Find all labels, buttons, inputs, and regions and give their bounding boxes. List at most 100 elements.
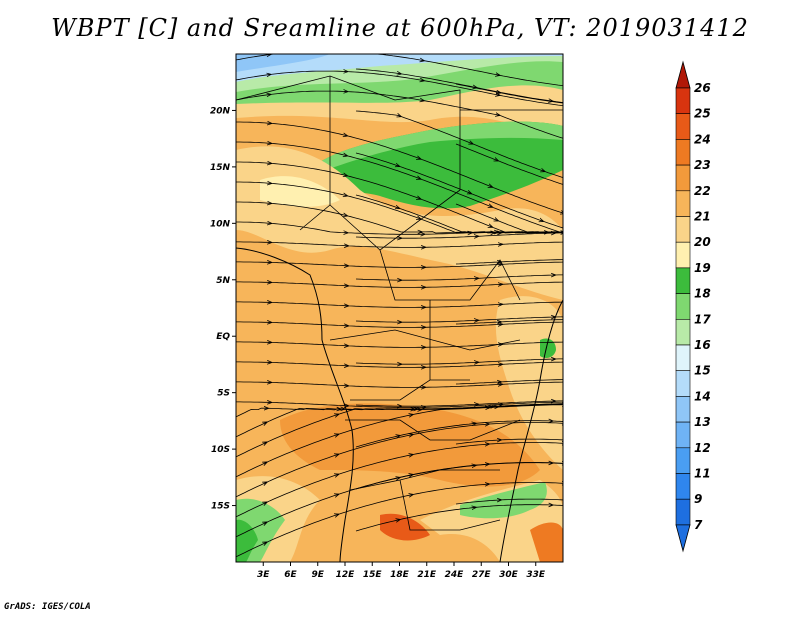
colorbar-swatch xyxy=(675,241,691,269)
streamlines xyxy=(236,54,563,558)
streamline-arrow xyxy=(489,186,492,187)
colorbar: 26 25 24 23 22 21 20 19 18 17 16 15 14 13 12 11 9 7 xyxy=(675,60,711,553)
x-tick-label: 33E xyxy=(526,570,546,580)
y-tick-label: 5S xyxy=(217,389,230,399)
streamline-arrow xyxy=(495,220,498,221)
streamline xyxy=(236,321,563,328)
colorbar-label: 12 xyxy=(694,441,711,455)
streamline-arrow xyxy=(417,178,420,179)
colorbar-swatch xyxy=(675,216,691,243)
streamline-arrow xyxy=(397,477,400,478)
colorbar-swatch xyxy=(675,87,691,115)
streamline xyxy=(355,504,563,532)
streamline-arrow xyxy=(396,165,399,166)
x-tick-label: 24E xyxy=(445,570,465,580)
streamline xyxy=(236,361,563,368)
streamline xyxy=(455,438,563,445)
streamline xyxy=(236,54,563,87)
streamline-arrow xyxy=(496,115,499,116)
streamline xyxy=(455,143,563,185)
streamline xyxy=(355,194,563,234)
x-tick-label: 30E xyxy=(499,570,519,580)
colorbar-swatch xyxy=(675,293,691,320)
streamline-arrow xyxy=(344,175,347,176)
colorbar-swatch xyxy=(675,318,691,346)
lake-victoria-patch xyxy=(540,338,556,358)
streamline xyxy=(355,68,563,103)
y-tick-label: 15S xyxy=(211,502,230,512)
colorbar-label: 21 xyxy=(694,210,711,224)
streamline-arrow xyxy=(335,414,338,415)
streamline-arrow xyxy=(417,198,420,199)
y-tick-label: 20N xyxy=(210,106,231,116)
streamline xyxy=(355,462,563,490)
streamline-arrow xyxy=(496,75,499,76)
streamline xyxy=(236,70,563,107)
wbpt-23-southeast-patch xyxy=(530,522,563,562)
streamline xyxy=(236,281,563,288)
streamline xyxy=(236,181,563,234)
colorbar-label: 18 xyxy=(694,287,711,301)
x-tick-label: 18E xyxy=(390,570,410,580)
colorbar-swatch xyxy=(675,370,691,397)
streamline xyxy=(236,141,563,233)
y-tick-label: 15N xyxy=(210,163,231,173)
colorbar-swatch xyxy=(675,473,691,500)
streamline xyxy=(236,241,563,248)
colorbar-swatch xyxy=(675,498,691,526)
streamline-arrow xyxy=(489,206,492,207)
colorbar-swatch xyxy=(675,113,691,140)
colorbar-swatch xyxy=(675,139,691,166)
streamline xyxy=(455,259,563,265)
colorbar-label: 17 xyxy=(694,312,711,326)
streamline xyxy=(236,404,563,478)
streamline-arrow xyxy=(496,95,499,96)
streamline-arrow xyxy=(335,474,338,475)
colorbar-swatch xyxy=(675,396,691,423)
streamline-arrow xyxy=(468,192,471,193)
wbpt-13-band xyxy=(236,54,330,72)
streamline-arrow xyxy=(561,213,563,214)
colorbar-label: 11 xyxy=(694,467,711,481)
y-tick-label: 10S xyxy=(211,445,230,455)
colorbar-swatch xyxy=(675,344,691,372)
x-tick-label: 6E xyxy=(284,570,297,580)
streamline-arrow xyxy=(489,226,492,227)
streamline-arrow xyxy=(421,100,424,101)
streamline-arrow xyxy=(335,514,338,515)
colorbar-swatch xyxy=(675,447,691,474)
streamline xyxy=(355,232,563,239)
streamline xyxy=(355,110,563,179)
streamline xyxy=(455,203,563,234)
streamline-arrow xyxy=(264,502,267,503)
streamline-arrow xyxy=(495,160,498,161)
colorbar-label: 15 xyxy=(694,364,711,378)
streamline xyxy=(236,381,563,388)
streamline-arrow xyxy=(474,87,477,88)
streamline xyxy=(236,121,563,214)
streamline-arrow xyxy=(542,170,545,171)
streamline-arrow xyxy=(264,442,267,443)
x-tick-label: 3E xyxy=(257,570,270,580)
streamline-arrow xyxy=(410,434,413,435)
x-tick-label: 27E xyxy=(472,570,492,580)
colorbar-label: 16 xyxy=(694,338,711,352)
streamline xyxy=(355,400,563,407)
streamline-arrow xyxy=(470,143,473,144)
streamline-arrow xyxy=(397,435,400,436)
colorbar-label: 7 xyxy=(694,518,703,532)
streamline xyxy=(236,341,563,348)
streamline-arrow xyxy=(421,80,424,81)
wbpt-14-band xyxy=(236,54,563,82)
colorbar-label: 19 xyxy=(694,261,711,275)
streamline xyxy=(355,358,563,365)
colorbar-label: 23 xyxy=(694,158,711,172)
colorbar-bottom-arrow xyxy=(675,524,691,553)
colorbar-label: 20 xyxy=(694,235,711,249)
footer-credit: GrADS: IGES/COLA xyxy=(4,602,91,612)
colorbar-swatch xyxy=(675,267,691,294)
streamline-arrow xyxy=(264,422,267,423)
map-plot-area xyxy=(236,54,563,562)
streamline-arrow xyxy=(264,462,267,463)
streamline-arrow xyxy=(335,494,338,495)
